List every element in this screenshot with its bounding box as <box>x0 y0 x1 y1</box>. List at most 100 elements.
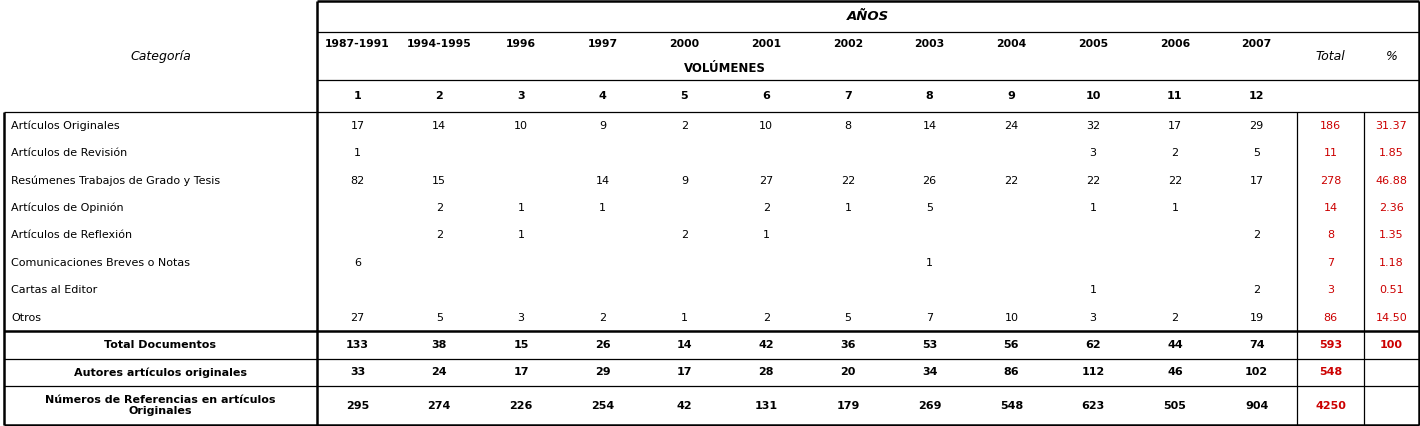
Text: 5: 5 <box>680 91 689 101</box>
Text: 1.18: 1.18 <box>1379 258 1404 268</box>
Text: 24: 24 <box>432 367 447 377</box>
Text: 226: 226 <box>510 400 532 411</box>
Text: 17: 17 <box>1167 121 1181 131</box>
Text: 1: 1 <box>354 148 361 158</box>
Text: Artículos de Opinión: Artículos de Opinión <box>11 203 124 213</box>
Text: 15: 15 <box>513 340 528 350</box>
Text: 29: 29 <box>1250 121 1264 131</box>
Text: 42: 42 <box>758 340 774 350</box>
Text: 2: 2 <box>682 121 689 131</box>
Text: 1997: 1997 <box>588 39 618 49</box>
Text: 29: 29 <box>595 367 611 377</box>
Text: 131: 131 <box>754 400 778 411</box>
Text: 133: 133 <box>346 340 369 350</box>
Text: 86: 86 <box>1323 313 1338 322</box>
Text: 2.36: 2.36 <box>1379 203 1404 213</box>
Text: 548: 548 <box>1000 400 1022 411</box>
Text: 1: 1 <box>1172 203 1179 213</box>
Text: 31.37: 31.37 <box>1376 121 1407 131</box>
Text: 593: 593 <box>1319 340 1342 350</box>
Text: 2: 2 <box>436 91 443 101</box>
Text: 15: 15 <box>432 176 446 186</box>
Text: 1: 1 <box>763 230 770 240</box>
Text: %: % <box>1386 50 1397 63</box>
Text: 42: 42 <box>677 400 693 411</box>
Text: 2001: 2001 <box>751 39 781 49</box>
Text: 2000: 2000 <box>669 39 700 49</box>
Text: 32: 32 <box>1086 121 1100 131</box>
Text: 11: 11 <box>1323 148 1338 158</box>
Text: 1994-1995: 1994-1995 <box>408 39 471 49</box>
Text: 14: 14 <box>432 121 446 131</box>
Text: 74: 74 <box>1248 340 1264 350</box>
Text: 100: 100 <box>1380 340 1403 350</box>
Text: 7: 7 <box>926 313 933 322</box>
Text: 14.50: 14.50 <box>1376 313 1407 322</box>
Text: 7: 7 <box>1328 258 1335 268</box>
Text: 38: 38 <box>432 340 447 350</box>
Text: 26: 26 <box>923 176 937 186</box>
Text: 2005: 2005 <box>1078 39 1108 49</box>
Text: 22: 22 <box>1004 176 1018 186</box>
Text: Resúmenes Trabajos de Grado y Tesis: Resúmenes Trabajos de Grado y Tesis <box>11 176 220 186</box>
Text: 46: 46 <box>1167 367 1183 377</box>
Text: Autores artículos originales: Autores artículos originales <box>74 367 247 377</box>
Text: 254: 254 <box>591 400 615 411</box>
Text: 6: 6 <box>354 258 361 268</box>
Text: 179: 179 <box>836 400 859 411</box>
Text: 2: 2 <box>763 203 770 213</box>
Text: 102: 102 <box>1245 367 1268 377</box>
Text: 5: 5 <box>926 203 933 213</box>
Text: 8: 8 <box>926 91 933 101</box>
Text: 10: 10 <box>514 121 528 131</box>
Text: Otros: Otros <box>11 313 41 322</box>
Text: 2: 2 <box>1252 230 1260 240</box>
Text: 6: 6 <box>763 91 770 101</box>
Text: 1: 1 <box>599 203 606 213</box>
Text: 904: 904 <box>1245 400 1268 411</box>
Text: 5: 5 <box>845 313 852 322</box>
Text: 17: 17 <box>1250 176 1264 186</box>
Text: 19: 19 <box>1250 313 1264 322</box>
Text: 1.35: 1.35 <box>1379 230 1403 240</box>
Text: 2007: 2007 <box>1241 39 1272 49</box>
Text: 274: 274 <box>427 400 452 411</box>
Text: 2: 2 <box>436 230 443 240</box>
Text: 2: 2 <box>1252 285 1260 295</box>
Text: 24: 24 <box>1004 121 1018 131</box>
Text: 1: 1 <box>1089 285 1096 295</box>
Text: 46.88: 46.88 <box>1376 176 1407 186</box>
Text: 14: 14 <box>677 340 693 350</box>
Text: 44: 44 <box>1167 340 1183 350</box>
Text: 1: 1 <box>354 91 362 101</box>
Text: 0.51: 0.51 <box>1379 285 1403 295</box>
Text: 26: 26 <box>595 340 611 350</box>
Text: 12: 12 <box>1248 91 1264 101</box>
Text: Categoría: Categoría <box>131 50 190 63</box>
Text: 278: 278 <box>1321 176 1342 186</box>
Text: 34: 34 <box>922 367 937 377</box>
Text: 548: 548 <box>1319 367 1342 377</box>
Text: AÑOS: AÑOS <box>846 10 889 23</box>
Text: 9: 9 <box>599 121 606 131</box>
Text: 10: 10 <box>760 121 774 131</box>
Text: 2: 2 <box>1172 148 1179 158</box>
Text: 3: 3 <box>1328 285 1335 295</box>
Text: Total: Total <box>1316 50 1346 63</box>
Text: 2: 2 <box>682 230 689 240</box>
Text: 1: 1 <box>926 258 933 268</box>
Text: Artículos de Revisión: Artículos de Revisión <box>11 148 128 158</box>
Text: Comunicaciones Breves o Notas: Comunicaciones Breves o Notas <box>11 258 190 268</box>
Text: 56: 56 <box>1004 340 1020 350</box>
Text: 2: 2 <box>599 313 606 322</box>
Text: 186: 186 <box>1321 121 1342 131</box>
Text: 5: 5 <box>436 313 443 322</box>
Text: 8: 8 <box>1328 230 1335 240</box>
Text: 36: 36 <box>841 340 856 350</box>
Text: 86: 86 <box>1004 367 1020 377</box>
Text: 2004: 2004 <box>997 39 1027 49</box>
Text: 14: 14 <box>1323 203 1338 213</box>
Text: Artículos de Reflexión: Artículos de Reflexión <box>11 230 132 240</box>
Text: 2: 2 <box>763 313 770 322</box>
Text: 4250: 4250 <box>1315 400 1346 411</box>
